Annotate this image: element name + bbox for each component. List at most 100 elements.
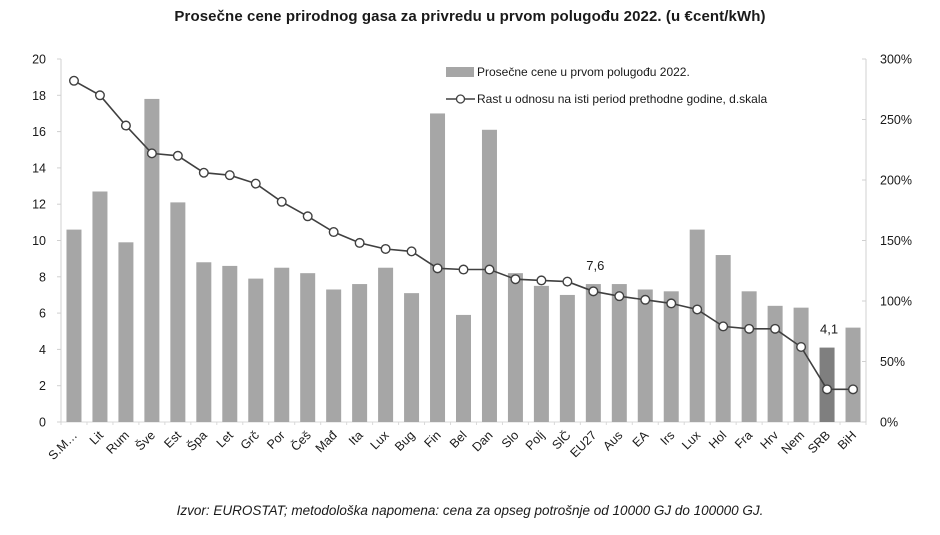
growth-point <box>198 167 209 178</box>
bar <box>352 284 368 422</box>
growth-point <box>718 321 729 332</box>
category-label: Lux <box>679 428 704 453</box>
growth-point <box>380 243 391 254</box>
legend-line-marker <box>455 94 466 104</box>
axes: 024681012141618200%50%100%150%200%250%30… <box>32 53 912 430</box>
line-series <box>68 75 859 395</box>
bar <box>585 284 601 422</box>
left-tick-label: 18 <box>32 89 46 103</box>
bar <box>793 307 809 422</box>
chart-title: Prosečne cene prirodnog gasa za privredu… <box>174 8 766 25</box>
bar <box>637 289 653 422</box>
growth-point <box>588 286 599 297</box>
growth-point <box>692 304 703 315</box>
bar <box>326 289 342 422</box>
category-label: Hrv <box>758 428 782 452</box>
bar <box>144 98 160 423</box>
annotations: 7,6 4,1 <box>586 258 838 337</box>
growth-point <box>666 298 677 309</box>
bar <box>845 327 861 422</box>
category-label: Aus <box>600 428 625 453</box>
right-tick-label: 0% <box>880 416 898 430</box>
left-tick-label: 4 <box>39 343 46 357</box>
category-label: SRB <box>805 428 833 456</box>
growth-point <box>406 246 417 257</box>
growth-point <box>120 120 131 131</box>
growth-point <box>562 276 573 287</box>
category-label: S.M… <box>46 428 80 462</box>
growth-point <box>68 75 79 86</box>
bar <box>378 267 394 422</box>
growth-point <box>302 211 313 222</box>
bar <box>689 229 705 422</box>
growth-point <box>328 227 339 238</box>
bar <box>456 314 471 422</box>
legend: Prosečne cene u prvom polugođu 2022. Ras… <box>446 65 768 106</box>
category-label: Hol <box>706 428 729 451</box>
category-label: Let <box>214 428 237 451</box>
growth-point <box>822 384 833 395</box>
bar-series <box>66 98 861 423</box>
legend-line-label: Rast u odnosu na isti period prethodne g… <box>477 92 768 106</box>
growth-point <box>276 196 287 207</box>
growth-point <box>224 170 235 181</box>
category-label: Mađ <box>313 428 340 455</box>
left-tick-label: 12 <box>32 198 46 212</box>
growth-point <box>94 90 105 101</box>
right-tick-label: 300% <box>880 53 912 67</box>
category-label: BiH <box>835 428 859 452</box>
bar <box>66 229 82 422</box>
bar <box>196 262 212 422</box>
bar <box>170 202 186 422</box>
left-tick-label: 10 <box>32 234 46 248</box>
bar <box>118 242 134 422</box>
category-label: Bel <box>447 428 470 451</box>
left-tick-label: 14 <box>32 161 46 175</box>
bar <box>767 305 783 422</box>
right-tick-label: 50% <box>880 355 905 369</box>
category-label: Rum <box>103 428 132 457</box>
growth-point <box>536 275 547 286</box>
bar <box>274 267 290 422</box>
left-tick-label: 20 <box>32 53 46 67</box>
growth-point <box>458 264 469 275</box>
category-label: Ita <box>346 428 366 448</box>
category-label: EA <box>630 428 652 450</box>
growth-point <box>172 150 183 161</box>
bar <box>715 255 731 422</box>
growth-point <box>848 384 859 395</box>
left-tick-label: 2 <box>39 379 46 393</box>
left-tick-label: 6 <box>39 307 46 321</box>
category-label: Bug <box>392 428 418 454</box>
category-label: Šve <box>132 427 158 453</box>
growth-point <box>484 264 495 275</box>
data-label: 7,6 <box>586 258 604 273</box>
growth-point <box>510 274 521 285</box>
category-label: Por <box>264 428 288 452</box>
left-tick-label: 8 <box>39 270 46 284</box>
source-note: Izvor: EUROSTAT; metodološka napomena: c… <box>176 503 764 518</box>
right-tick-label: 250% <box>880 113 912 127</box>
bar <box>741 291 757 422</box>
bar <box>222 265 238 422</box>
category-label: Češ <box>287 428 313 454</box>
category-label: Špa <box>184 427 210 453</box>
category-label: Lit <box>87 428 107 448</box>
growth-point <box>796 341 807 352</box>
growth-point <box>640 294 651 305</box>
right-tick-label: 100% <box>880 295 912 309</box>
category-label: EU27 <box>567 428 599 460</box>
bar <box>663 291 679 422</box>
category-label: Fin <box>421 428 443 450</box>
category-label: Dan <box>469 428 495 454</box>
category-label: Fra <box>732 428 755 451</box>
bar <box>559 294 575 422</box>
category-label: Nem <box>779 428 808 457</box>
bar <box>248 278 264 422</box>
bar <box>507 273 523 422</box>
category-label: Est <box>161 428 184 451</box>
category-label: Irs <box>658 428 678 448</box>
legend-bar-swatch <box>446 67 474 77</box>
bar <box>404 293 420 422</box>
